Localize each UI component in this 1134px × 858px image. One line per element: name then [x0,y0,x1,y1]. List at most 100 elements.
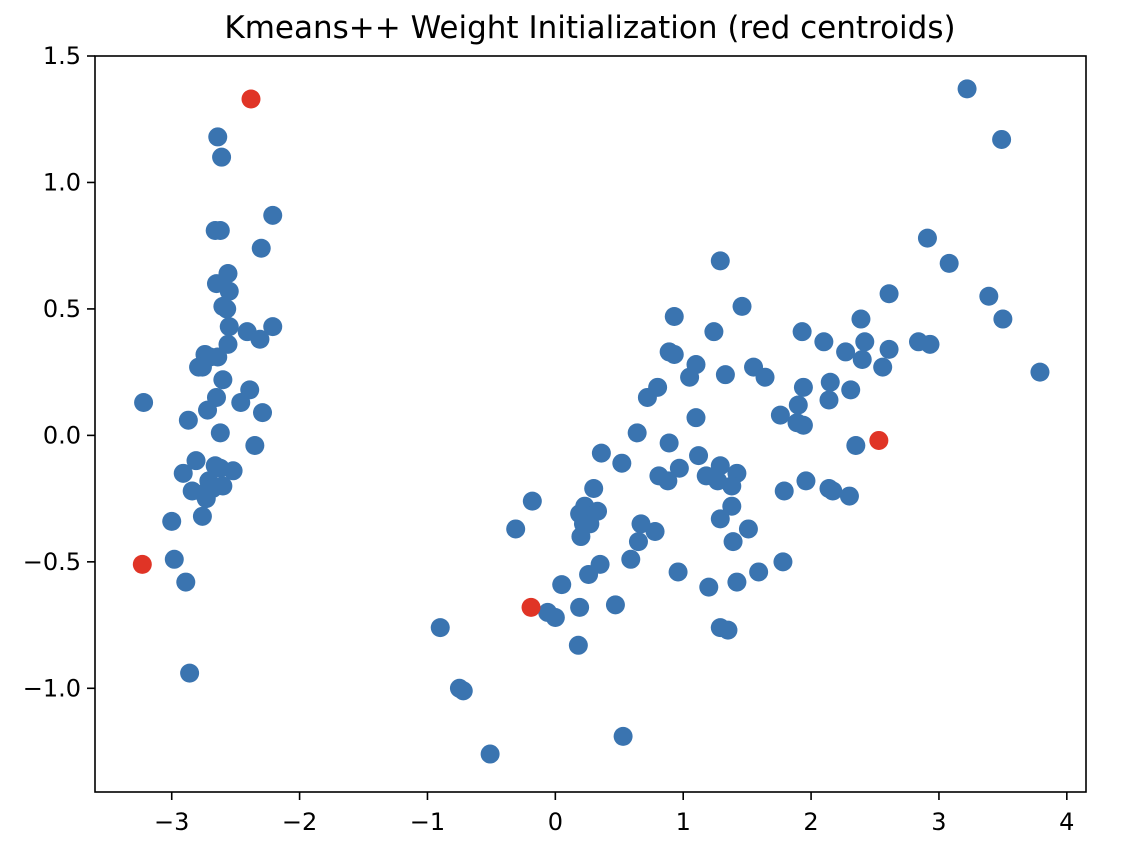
data-point [664,307,684,327]
x-tick-label: 3 [931,808,946,836]
data-point [686,408,706,428]
data-point [223,461,243,481]
data-point [710,251,730,271]
data-point [645,521,665,541]
data-point [613,726,633,746]
data-point [205,221,225,241]
data-point [506,519,526,539]
data-point [820,372,840,392]
y-tick-label: 0.5 [43,295,81,323]
data-point [552,575,572,595]
data-point [605,595,625,615]
data-point [920,334,940,354]
data-point [839,486,859,506]
data-point [957,79,977,99]
data-point [628,532,648,552]
data-point [250,329,270,349]
y-tick-label: −1.0 [23,674,81,702]
data-point [851,309,871,329]
data-point [570,597,590,617]
data-point [852,350,872,370]
data-point [718,620,738,640]
data-point [263,205,283,225]
data-point [180,663,200,683]
data-point [637,387,657,407]
data-point [164,549,184,569]
data-point [218,334,238,354]
data-point [568,635,588,655]
data-point [879,339,899,359]
data-point [251,238,271,258]
data-point [658,471,678,491]
data-point [198,400,218,420]
data-point [192,506,212,526]
data-point [208,127,228,147]
x-tick-label: 2 [803,808,818,836]
data-point [992,129,1012,149]
data-point [612,453,632,473]
data-point [796,471,816,491]
data-point [430,618,450,638]
data-point [245,436,265,455]
data-point [993,309,1013,329]
data-point [669,458,689,478]
data-point [793,415,813,435]
data-point [939,253,959,273]
y-tick-label: −0.5 [23,548,81,576]
data-point [134,393,154,412]
data-point [841,380,861,400]
data-point [722,496,742,516]
data-point [732,296,752,316]
data-point [627,423,647,443]
data-point [792,322,812,342]
axes-frame [94,55,1087,793]
data-point [480,744,500,764]
x-axis: −3 −2 −1 0 1 2 3 4 [154,792,1074,836]
data-point [231,393,251,412]
centroid-point [132,554,152,574]
data-point [659,433,679,453]
data-point [770,405,790,425]
data-point [522,491,542,511]
data-points-series [134,79,1050,764]
data-point [192,357,212,377]
data-point [879,284,899,304]
y-axis: −1.0 −0.5 0.0 0.5 1.0 1.5 [23,42,95,702]
data-point [873,357,893,377]
data-point [545,607,565,627]
data-point [708,471,728,491]
y-tick-label: 0.0 [43,421,81,449]
data-point [846,436,866,455]
data-point [689,446,709,466]
data-point [196,489,216,509]
data-point [584,478,604,498]
y-tick-label: 1.5 [43,42,81,70]
data-point [213,296,233,316]
data-point [773,552,793,572]
data-point [213,370,233,390]
data-point [1030,362,1050,382]
data-point [979,286,999,306]
data-point [793,377,813,397]
data-point [723,532,743,552]
centroids-series [132,89,889,617]
data-point [173,463,193,483]
data-point [710,509,730,529]
data-point [774,481,794,501]
data-point [836,342,856,362]
data-point [631,514,651,534]
data-point [453,681,473,701]
centroid-point [869,430,889,450]
x-tick-label: −3 [154,808,189,836]
data-point [755,367,775,387]
data-point [823,481,843,501]
x-tick-label: −1 [410,808,445,836]
x-tick-label: 0 [548,808,563,836]
data-point [699,577,719,597]
data-point [917,228,937,248]
data-point [727,572,747,592]
centroid-point [521,597,541,617]
data-point [664,344,684,364]
data-point [210,423,230,443]
